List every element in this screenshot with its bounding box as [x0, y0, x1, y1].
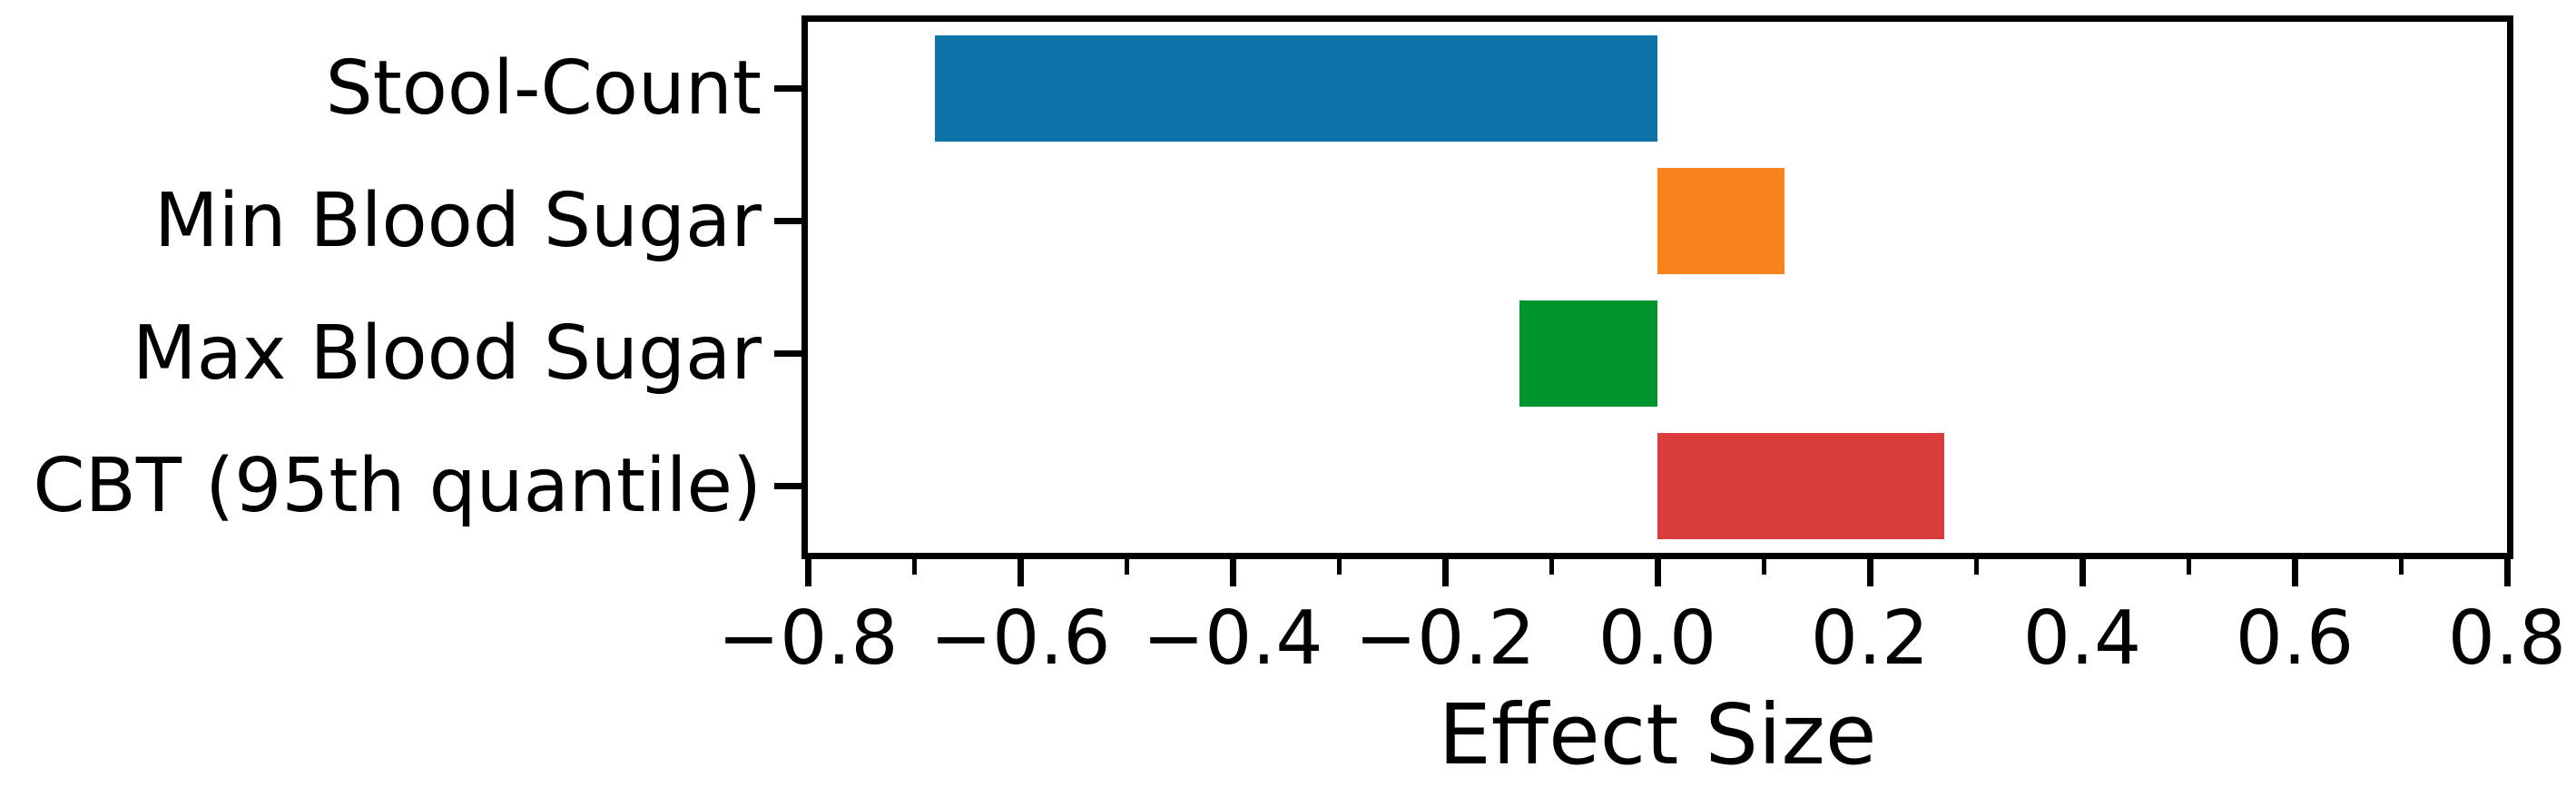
x-minor-tick	[911, 559, 917, 575]
x-major-tick	[2079, 559, 2086, 586]
x-tick-label: −0.6	[929, 595, 1111, 682]
x-major-tick	[804, 559, 811, 586]
x-minor-tick	[1761, 559, 1766, 575]
x-tick-label: 0.8	[2447, 595, 2567, 682]
plot-area	[801, 15, 2513, 559]
x-major-tick	[1441, 559, 1449, 586]
x-minor-tick	[1549, 559, 1554, 575]
x-tick-label: 0.0	[1598, 595, 1717, 682]
x-major-tick	[1229, 559, 1236, 586]
x-minor-tick	[1336, 559, 1342, 575]
bar-cbt-95th-quantile	[1657, 433, 1944, 540]
y-tick-label-cbt-95th-quantile: CBT (95th quantile)	[33, 443, 762, 530]
y-tick-label-stool-count: Stool-Count	[325, 44, 762, 132]
bar-max-blood-sugar	[1519, 300, 1657, 408]
x-major-tick	[1017, 559, 1024, 586]
x-tick-label: −0.4	[1142, 595, 1323, 682]
x-major-tick	[1866, 559, 1873, 586]
y-tick-label-min-blood-sugar: Min Blood Sugar	[153, 177, 762, 264]
x-minor-tick	[2186, 559, 2191, 575]
x-major-tick	[2291, 559, 2298, 586]
y-tick-max-blood-sugar	[774, 350, 801, 358]
y-tick-stool-count	[774, 84, 801, 92]
x-minor-tick	[1124, 559, 1129, 575]
x-major-tick	[1654, 559, 1661, 586]
x-axis-label: Effect Size	[1438, 686, 1877, 783]
bar-stool-count	[935, 34, 1657, 142]
x-tick-label: 0.4	[2022, 595, 2142, 682]
bar-min-blood-sugar	[1657, 167, 1785, 274]
y-tick-label-max-blood-sugar: Max Blood Sugar	[132, 310, 762, 398]
x-major-tick	[2503, 559, 2511, 586]
x-tick-label: 0.2	[1810, 595, 1930, 682]
x-tick-label: −0.2	[1354, 595, 1536, 682]
x-minor-tick	[1973, 559, 1979, 575]
y-tick-cbt-95th-quantile	[774, 483, 801, 490]
x-minor-tick	[2398, 559, 2404, 575]
y-tick-min-blood-sugar	[774, 217, 801, 224]
x-tick-label: 0.6	[2235, 595, 2355, 682]
x-tick-label: −0.8	[717, 595, 899, 682]
